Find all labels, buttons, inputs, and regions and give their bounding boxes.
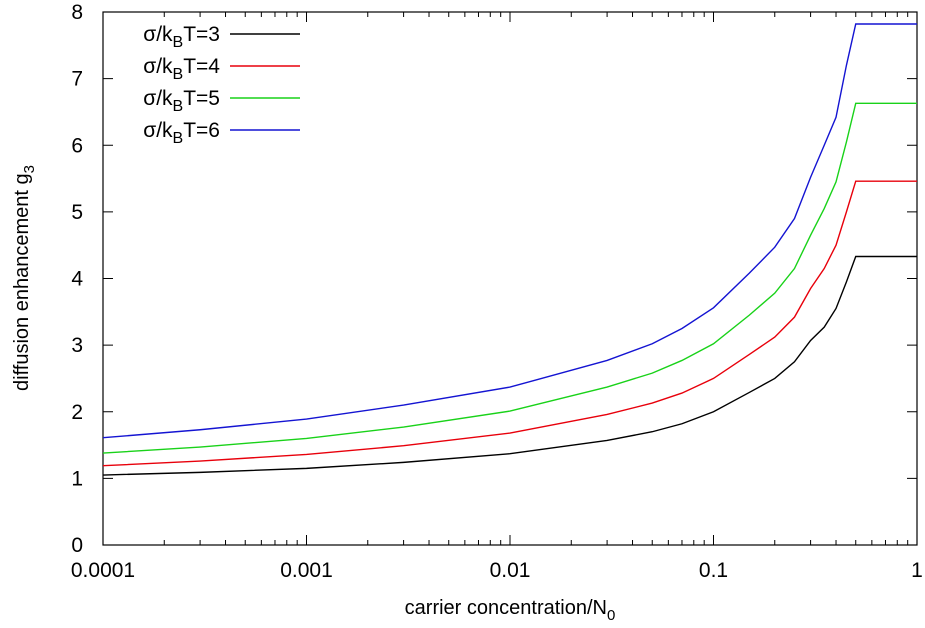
y-tick-label: 4 bbox=[71, 268, 83, 291]
legend-label-main: σ/k bbox=[143, 23, 173, 46]
legend-label-main: σ/k bbox=[143, 119, 173, 142]
series-line-1 bbox=[102, 255, 917, 476]
x-axis-title: carrier concentration/N0 bbox=[405, 597, 616, 624]
y-tick-label: 0 bbox=[71, 534, 83, 557]
y-axis-title: diffusion enhancement g3 bbox=[11, 165, 38, 391]
series-line-2 bbox=[102, 180, 917, 467]
y-tick-label: 2 bbox=[71, 401, 83, 424]
series-line-3 bbox=[102, 102, 917, 454]
plot-frame bbox=[102, 11, 918, 546]
x-tick-label: 1 bbox=[911, 559, 923, 582]
x-axis-title-subscript: 0 bbox=[607, 607, 615, 624]
legend-label-main: σ/k bbox=[143, 55, 173, 78]
legend-label-1: σ/kBT=3 bbox=[143, 23, 220, 51]
x-tick-label: 0.01 bbox=[490, 559, 531, 582]
axis-ticks: 0.0001 0.001 0.01 0.1 1 0 1 2 3 4 5 6 7 8 bbox=[71, 1, 923, 582]
legend: σ/kBT=3σ/kBT=4σ/kBT=5σ/kBT=6 bbox=[143, 23, 300, 147]
legend-label-subscript: B bbox=[173, 98, 184, 115]
legend-label-subscript: B bbox=[173, 130, 184, 147]
y-tick-label: 8 bbox=[71, 1, 83, 24]
y-tick-label: 1 bbox=[71, 467, 83, 490]
y-axis-title-main: diffusion enhancement g bbox=[11, 173, 33, 391]
legend-label-2: σ/kBT=4 bbox=[143, 55, 220, 83]
legend-label-4: σ/kBT=6 bbox=[143, 119, 220, 147]
legend-label-suffix: T=6 bbox=[183, 119, 220, 142]
x-axis-title-main: carrier concentration/N bbox=[405, 597, 607, 619]
x-tick-label: 0.001 bbox=[280, 559, 333, 582]
y-tick-label: 5 bbox=[71, 201, 83, 224]
series-layer bbox=[102, 23, 917, 476]
legend-label-3: σ/kBT=5 bbox=[143, 87, 220, 115]
legend-label-suffix: T=4 bbox=[183, 55, 220, 78]
y-tick-label: 3 bbox=[71, 334, 83, 357]
series-line-4 bbox=[102, 23, 917, 439]
y-tick-label: 6 bbox=[71, 134, 83, 157]
legend-label-main: σ/k bbox=[143, 87, 173, 110]
legend-label-subscript: B bbox=[173, 34, 184, 51]
x-tick-label: 0.1 bbox=[699, 559, 728, 582]
y-tick-label: 7 bbox=[71, 68, 83, 91]
legend-label-subscript: B bbox=[173, 66, 184, 83]
y-axis-title-subscript: 3 bbox=[21, 165, 38, 173]
x-tick-label: 0.0001 bbox=[71, 559, 135, 582]
legend-label-suffix: T=5 bbox=[183, 87, 220, 110]
legend-label-suffix: T=3 bbox=[183, 23, 220, 46]
